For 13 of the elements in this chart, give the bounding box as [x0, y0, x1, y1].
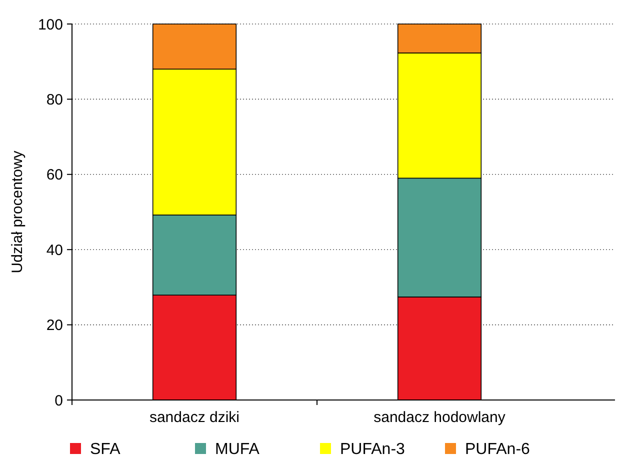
- y-tick-label: 40: [46, 242, 63, 259]
- legend-label: PUFAn-6: [465, 441, 530, 458]
- legend-label: SFA: [90, 441, 121, 458]
- x-tick-label: sandacz hodowlany: [374, 409, 506, 426]
- y-tick-label: 0: [54, 392, 63, 410]
- y-tick-label: 100: [38, 16, 63, 34]
- y-tick-label: 60: [46, 166, 63, 184]
- y-tick-label: 80: [46, 91, 63, 108]
- legend-label: MUFA: [215, 441, 260, 458]
- y-axis-title: Udział procentowy: [9, 150, 26, 274]
- y-tick-label: 20: [46, 317, 63, 334]
- x-tick-label: sandacz dziki: [149, 409, 240, 426]
- legend-label: PUFAn-3: [340, 441, 406, 458]
